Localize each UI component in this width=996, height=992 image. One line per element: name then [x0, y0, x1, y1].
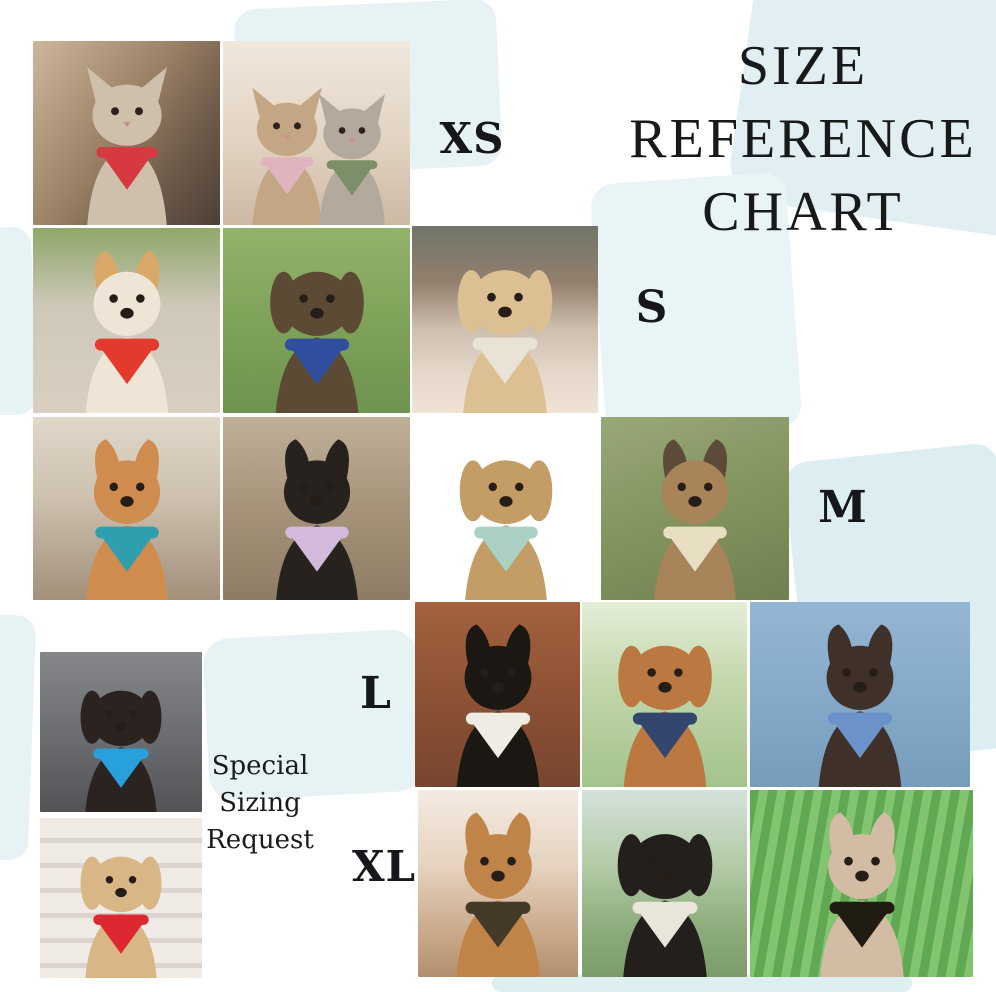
dog-icon — [794, 803, 929, 977]
size-label-s: S — [635, 282, 669, 333]
dog-icon — [597, 803, 732, 977]
dog-icon — [63, 830, 179, 978]
photo-l-golden-retriever-plaid-bandana — [582, 602, 747, 787]
photo-l-black-shepherd-white-bandana — [415, 602, 580, 787]
photo-xs-two-cats — [223, 41, 410, 225]
bg-shape-left-edge-upper — [0, 226, 38, 416]
dog-icon — [430, 803, 565, 977]
photo-xl-sheltie-paisley-bandana — [418, 790, 578, 977]
dog-icon — [598, 615, 732, 787]
dog-icon — [629, 430, 761, 600]
dog-icon — [60, 241, 194, 413]
bg-shape-bottom-strip — [492, 975, 912, 992]
bg-shape-left-edge-lower — [0, 614, 37, 861]
photo-s-terrier-red-bandana — [33, 228, 220, 413]
dog-icon — [437, 239, 572, 413]
photo-m-corgi-teal-bandana — [33, 417, 220, 600]
photo-special-dachshund-batman — [40, 652, 202, 812]
cat-icon — [60, 54, 193, 225]
dog-icon — [250, 241, 384, 413]
special-sizing-note: Special Sizing Request — [198, 748, 322, 859]
dog-icon — [793, 615, 927, 787]
title-line-2: REFERENCE — [629, 108, 977, 170]
title-line-3: CHART — [702, 181, 904, 243]
dog-icon — [440, 430, 572, 600]
photo-l-brown-dog-shark-bandana — [750, 602, 970, 787]
dog-icon — [60, 430, 192, 600]
photo-m-cattle-dog-floral-bandana — [223, 417, 410, 600]
special-note-line-1: Special — [211, 751, 309, 781]
size-label-xs: XS — [439, 114, 505, 163]
dog-icon — [63, 664, 179, 812]
dog-icon — [250, 430, 382, 600]
size-label-m: M — [818, 482, 868, 533]
dog-icon — [431, 615, 565, 787]
photo-xl-pitbull-batman-bandana — [750, 790, 973, 977]
photo-m-german-shepherd — [601, 417, 789, 600]
size-label-l: L — [360, 668, 392, 719]
photo-special-dachshund-wonder-woman — [40, 818, 202, 978]
photo-xl-newfoundland-cow-bandana — [582, 790, 747, 977]
photo-m-doodle-sunglasses — [413, 417, 599, 600]
size-label-xl: XL — [351, 842, 417, 891]
special-note-line-3: Request — [206, 825, 314, 855]
cat-icon — [297, 83, 407, 225]
photo-s-airedale-dino-bandana — [223, 228, 410, 413]
title-line-1: SIZE — [737, 35, 869, 97]
photo-s-dachshund-floral-bow — [412, 226, 598, 413]
special-note-line-2: Sizing — [219, 788, 301, 818]
photo-xs-cat-red-bandana — [33, 41, 220, 225]
page-title: SIZE REFERENCE CHART — [610, 30, 996, 249]
